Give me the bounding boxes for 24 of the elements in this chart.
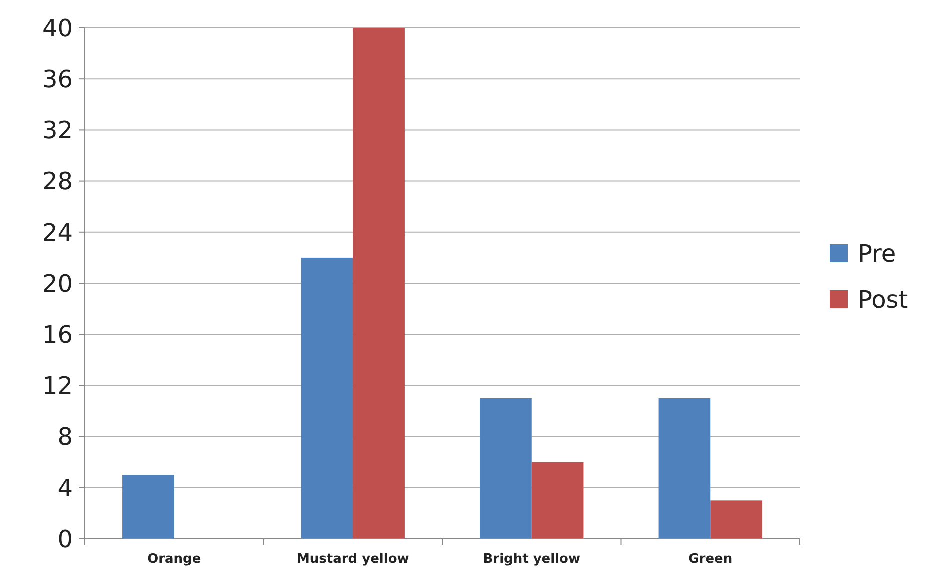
y-tick-label: 8 xyxy=(58,423,73,452)
legend-label: Pre xyxy=(858,240,896,268)
y-tick-label: 28 xyxy=(42,168,73,196)
y-tick-label: 12 xyxy=(42,372,73,400)
y-tick-label: 36 xyxy=(42,66,73,94)
y-tick-label: 20 xyxy=(42,270,73,298)
bar xyxy=(353,28,405,539)
bar xyxy=(301,258,354,539)
bar xyxy=(710,500,762,539)
y-tick-label: 40 xyxy=(42,14,73,42)
y-tick-label: 32 xyxy=(42,116,73,145)
bar xyxy=(658,398,711,539)
bar xyxy=(480,398,532,539)
y-tick-label: 0 xyxy=(58,525,73,554)
y-tick-label: 4 xyxy=(58,474,73,502)
bar xyxy=(532,462,584,539)
x-tick-label: Green xyxy=(688,552,733,567)
x-tick-label: Mustard yellow xyxy=(296,552,410,567)
x-tick-label: Bright yellow xyxy=(483,552,580,567)
y-tick-label: 24 xyxy=(42,218,73,247)
bar xyxy=(122,475,174,539)
y-tick-label: 16 xyxy=(42,321,73,349)
x-tick-label: Orange xyxy=(148,552,202,567)
legend-label: Post xyxy=(858,286,908,314)
